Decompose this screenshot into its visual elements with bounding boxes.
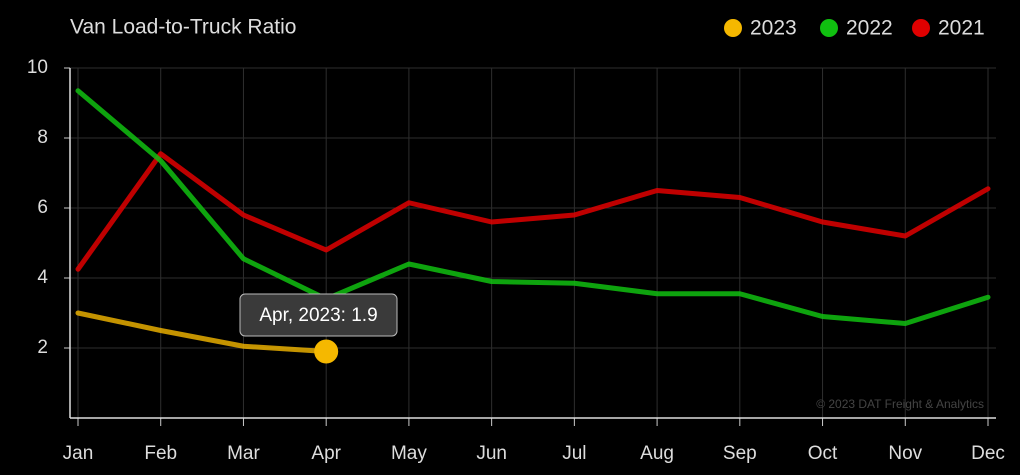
y-tick-label: 6 <box>37 197 48 218</box>
legend-label: 2023 <box>750 17 797 40</box>
x-tick-label: Feb <box>144 443 177 464</box>
x-tick-label: Apr <box>311 443 341 464</box>
hover-marker <box>314 339 339 364</box>
x-tick-label: Sep <box>723 443 757 464</box>
y-tick-label: 10 <box>27 57 48 78</box>
x-tick-label: Oct <box>808 443 838 464</box>
y-tick-label: 2 <box>37 337 48 358</box>
y-tick-label: 8 <box>37 127 48 148</box>
x-tick-label: Aug <box>640 443 674 464</box>
x-tick-label: Nov <box>888 443 922 464</box>
series-line <box>75 310 329 354</box>
y-tick-label: 4 <box>37 267 48 288</box>
tooltip: Apr, 2023: 1.9 <box>239 293 398 337</box>
tooltip-box <box>239 293 398 337</box>
legend-label: 2021 <box>938 17 985 40</box>
legend-marker <box>820 19 838 37</box>
x-tick-label: Jan <box>63 443 94 464</box>
legend-label: 2022 <box>846 17 893 40</box>
series-line <box>75 151 991 272</box>
series-line <box>75 88 991 326</box>
tooltip-text: Apr, 2023: 1.9 <box>259 305 377 326</box>
legend-marker <box>912 19 930 37</box>
x-tick-label: Jul <box>562 443 586 464</box>
x-tick-label: Dec <box>971 443 1005 464</box>
x-tick-label: Mar <box>227 443 260 464</box>
chart-title: Van Load-to-Truck Ratio <box>70 16 296 39</box>
legend-marker <box>724 19 742 37</box>
watermark: © 2023 DAT Freight & Analytics <box>816 397 984 411</box>
x-tick-label: Jun <box>476 443 507 464</box>
x-tick-label: May <box>391 443 427 464</box>
